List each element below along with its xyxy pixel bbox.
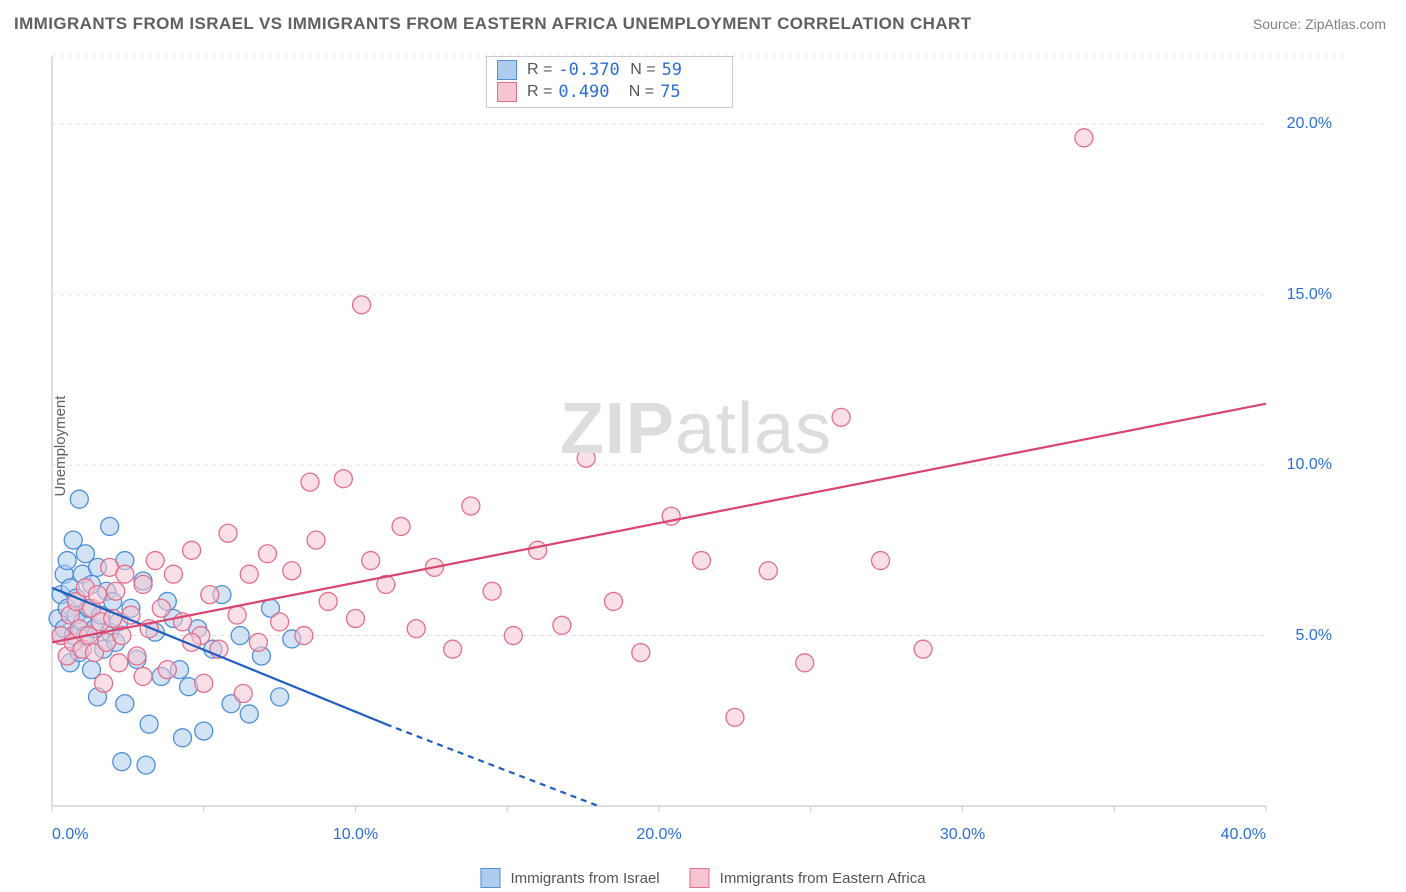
legend-label: Immigrants from Eastern Africa: [720, 870, 926, 887]
r-value: -0.370: [558, 59, 619, 81]
correlation-stats-box: R =-0.370 N =59R = 0.490 N =75: [486, 56, 733, 108]
series-swatch: [497, 82, 517, 102]
legend: Immigrants from Israel Immigrants from Ea…: [480, 868, 925, 888]
r-label: R =: [527, 59, 552, 81]
x-tick-label: 0.0%: [52, 826, 88, 844]
legend-item: Immigrants from Eastern Africa: [690, 868, 926, 888]
x-tick-label: 30.0%: [940, 826, 985, 844]
scatter-svg: [46, 50, 1346, 840]
x-tick-label: 10.0%: [333, 826, 378, 844]
n-value: 59: [662, 59, 722, 81]
x-tick-label: 40.0%: [1221, 826, 1266, 844]
y-tick-label: 15.0%: [1287, 286, 1332, 304]
r-label: R =: [527, 81, 552, 103]
legend-label: Immigrants from Israel: [510, 870, 659, 887]
legend-swatch: [690, 868, 710, 888]
legend-swatch: [480, 868, 500, 888]
legend-item: Immigrants from Israel: [480, 868, 659, 888]
r-value: 0.490: [558, 81, 618, 103]
n-label: N =: [626, 59, 656, 81]
x-tick-label: 20.0%: [636, 826, 681, 844]
y-tick-label: 10.0%: [1287, 456, 1332, 474]
y-tick-label: 20.0%: [1287, 115, 1332, 133]
series-swatch: [497, 60, 517, 80]
stats-row: R = -0.370 N = 59: [497, 59, 722, 81]
plot-area: ZIPatlas R =-0.370 N =59R = 0.490 N =75 …: [46, 50, 1346, 840]
n-value: 75: [660, 81, 720, 103]
source-attribution: Source: ZipAtlas.com: [1253, 16, 1386, 32]
n-label: N =: [624, 81, 654, 103]
stats-row: R = 0.490 N = 75: [497, 81, 722, 103]
chart-title: IMMIGRANTS FROM ISRAEL VS IMMIGRANTS FRO…: [14, 14, 972, 34]
y-tick-label: 5.0%: [1296, 627, 1332, 645]
